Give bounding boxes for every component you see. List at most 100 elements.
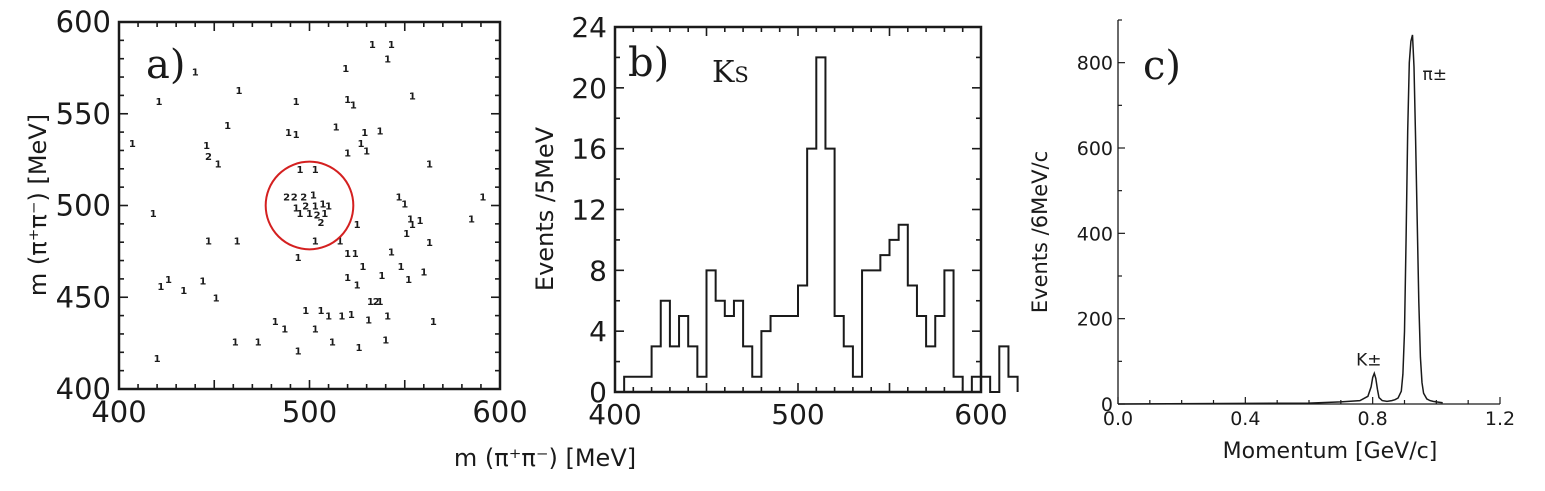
kaon-peak-label: K±: [1356, 350, 1381, 370]
x-tick-label: 500: [771, 398, 824, 431]
panel-c-x-axis-label: Momentum [GeV/c]: [1223, 439, 1438, 464]
event-marker: 1: [234, 236, 241, 247]
pion-peak-label: π±: [1422, 65, 1446, 85]
y-tick-label: 16: [571, 133, 607, 166]
event-marker: 1: [342, 64, 349, 75]
event-marker: 1: [295, 253, 302, 264]
event-marker: 1: [409, 220, 416, 231]
event-marker: 1: [129, 139, 136, 150]
event-marker: 1: [377, 126, 384, 137]
event-marker: 1: [321, 209, 328, 220]
event-marker: 2: [291, 192, 298, 203]
event-marker: 1: [348, 310, 355, 321]
event-marker: 1: [293, 203, 300, 214]
ks-annotation: KS: [712, 55, 749, 90]
panel-c: 0 200 400 600 800 0.0 0.4 0.8 1.2 c) K± π± Even…: [1028, 19, 1515, 464]
event-marker: 1: [329, 337, 336, 348]
event-marker: 1: [293, 97, 300, 108]
event-marker: 1: [479, 192, 486, 203]
event-marker: 1: [224, 121, 231, 132]
event-marker: 1: [154, 354, 161, 365]
event-marker: 1: [336, 236, 343, 247]
event-marker: 1: [215, 159, 222, 170]
x-tick-label: 400: [588, 398, 641, 431]
event-marker: 1: [382, 335, 389, 346]
event-marker: 1: [338, 312, 345, 323]
event-marker: 2: [317, 218, 324, 229]
panel-c-y-tick-labels: 0 200 400 600 800: [1077, 53, 1113, 416]
event-marker: 1: [369, 40, 376, 51]
event-marker: 2: [300, 192, 307, 203]
y-tick-label: 200: [1077, 309, 1113, 331]
event-marker: 1: [281, 324, 288, 335]
y-tick-label: 600: [1077, 138, 1113, 160]
event-marker: 1: [296, 209, 303, 220]
event-marker: 1: [344, 148, 351, 159]
y-tick-label: 8: [589, 254, 607, 287]
event-marker: 1: [344, 273, 351, 284]
event-marker: 1: [420, 268, 427, 279]
event-marker: 1: [468, 214, 475, 225]
event-marker: 1: [293, 130, 300, 141]
event-marker: 2: [314, 211, 321, 222]
event-marker: 1: [401, 200, 408, 211]
panel-b-y-axis-label: Events /5MeV: [531, 126, 559, 291]
x-tick-label: 500: [282, 395, 337, 429]
event-marker: 1: [312, 165, 319, 176]
panel-a-markers: 1 12 2 2 11 2 1 111 1 2 12111111111111121111111111…: [129, 40, 487, 365]
panel-a-x-axis-label: m (π⁺π⁻) [MeV]: [454, 444, 636, 472]
event-marker: 1: [232, 337, 239, 348]
event-marker: 2: [302, 202, 309, 213]
event-marker: 1: [357, 139, 364, 150]
event-marker: 1: [325, 202, 332, 213]
y-tick-label: 400: [56, 372, 111, 406]
panel-b: 0 4 8 12 16 20 24 400 500 600 b) KS Events /5MeV: [531, 11, 1019, 431]
y-tick-label: 24: [571, 11, 607, 44]
event-marker: 1: [192, 68, 199, 79]
event-marker: 1: [354, 220, 361, 231]
event-marker: 1: [430, 317, 437, 328]
event-marker: 1: [180, 286, 187, 297]
event-marker: 1: [356, 343, 363, 354]
event-marker: 1: [312, 202, 319, 213]
event-marker: 2: [205, 152, 212, 163]
event-marker: 1: [397, 262, 404, 273]
panel-c-x-tick-labels: 0.0 0.4 0.8 1.2: [1103, 408, 1515, 430]
event-marker: 1: [306, 209, 313, 220]
x-tick-label: 0.8: [1358, 408, 1388, 430]
event-marker: 2: [373, 297, 380, 308]
event-marker: 1: [384, 55, 391, 66]
y-tick-label: 450: [56, 280, 111, 314]
event-marker: 1: [156, 97, 163, 108]
event-marker: 1: [350, 101, 357, 112]
event-marker: 1: [157, 282, 164, 293]
event-marker: 1: [285, 128, 292, 139]
event-marker: 1: [319, 200, 326, 211]
event-marker: 1: [325, 312, 332, 323]
event-marker: 1: [426, 159, 433, 170]
histogram-steps: [623, 56, 1019, 393]
y-tick-label: 20: [571, 72, 607, 105]
event-marker: 1: [384, 312, 391, 323]
event-marker: 1: [396, 192, 403, 203]
event-marker: 1: [417, 216, 424, 227]
event-marker: 1: [352, 249, 359, 260]
panel-a-y-axis-label: m (π⁺π⁻) [MeV]: [24, 114, 52, 296]
event-marker: 1: [310, 190, 317, 201]
y-tick-label: 600: [56, 5, 111, 39]
x-tick-label: 0.4: [1230, 408, 1260, 430]
event-marker: 1: [312, 236, 319, 247]
panel-a-y-tick-labels: 400 450 500 550 600: [56, 5, 111, 406]
event-marker: 1: [405, 275, 412, 286]
event-marker: 1: [312, 324, 319, 335]
x-tick-label: 1.2: [1485, 408, 1515, 430]
event-marker: 1: [344, 249, 351, 260]
event-marker: 2: [283, 192, 290, 203]
y-tick-label: 0: [1101, 394, 1113, 416]
y-tick-label: 800: [1077, 53, 1113, 75]
y-tick-label: 12: [571, 194, 607, 227]
panel-c-y-axis-label: Events /6MeV/c: [1028, 151, 1052, 313]
event-marker: 1: [213, 293, 220, 304]
